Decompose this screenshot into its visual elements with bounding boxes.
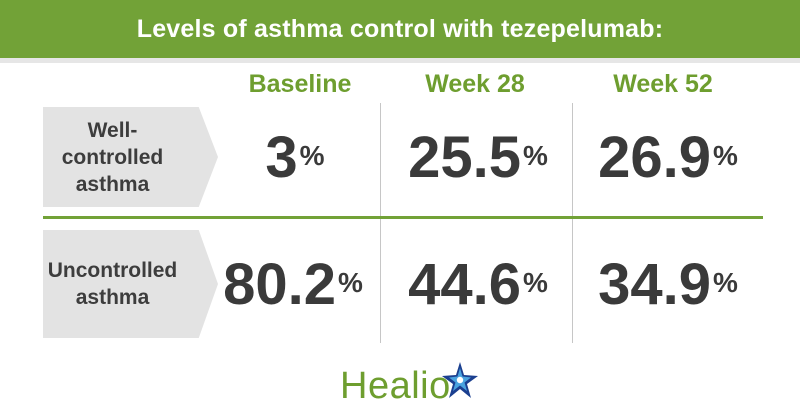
row-label-uncontrolled: Uncontrolled asthma — [43, 230, 218, 338]
row-divider — [43, 216, 763, 219]
star-icon — [442, 362, 478, 398]
percent-sign: % — [299, 140, 325, 171]
row-label-line: Well- — [87, 118, 138, 142]
percent-sign: % — [522, 267, 548, 298]
logo-wordmark: Healio — [340, 365, 451, 407]
cell-well-controlled-baseline: 3% — [200, 128, 390, 188]
percent-sign: % — [522, 140, 548, 171]
healio-logo: Healio — [340, 360, 480, 410]
row-label-line: controlled — [61, 145, 164, 169]
percent-sign: % — [712, 140, 738, 171]
cell-value: 34.9 — [598, 252, 711, 317]
cell-uncontrolled-week-28: 44.6% — [383, 255, 573, 315]
header-bar — [0, 0, 800, 58]
column-header-week-52: Week 52 — [613, 70, 713, 98]
column-header-week-28: Week 28 — [425, 70, 525, 98]
cell-value: 26.9 — [598, 125, 711, 190]
cell-uncontrolled-baseline: 80.2% — [198, 255, 388, 315]
column-header-baseline: Baseline — [248, 70, 352, 98]
column-divider — [380, 103, 381, 343]
row-label-line: Uncontrolled — [47, 259, 178, 282]
row-label-line: asthma — [75, 172, 150, 196]
cell-value: 3 — [265, 125, 298, 190]
row-label-line: asthma — [75, 286, 150, 309]
cell-uncontrolled-week-52: 34.9% — [573, 255, 763, 315]
cell-value: 44.6 — [408, 252, 521, 317]
cell-well-controlled-week-52: 26.9% — [573, 128, 763, 188]
header-underline — [0, 58, 800, 63]
cell-value: 25.5 — [408, 125, 521, 190]
percent-sign: % — [712, 267, 738, 298]
column-divider — [572, 103, 573, 343]
row-label-well-controlled: Well- controlled asthma — [43, 107, 218, 207]
page-title: Levels of asthma control with tezepeluma… — [136, 15, 664, 43]
percent-sign: % — [337, 267, 363, 298]
cell-value: 80.2 — [223, 252, 336, 317]
cell-well-controlled-week-28: 25.5% — [383, 128, 573, 188]
